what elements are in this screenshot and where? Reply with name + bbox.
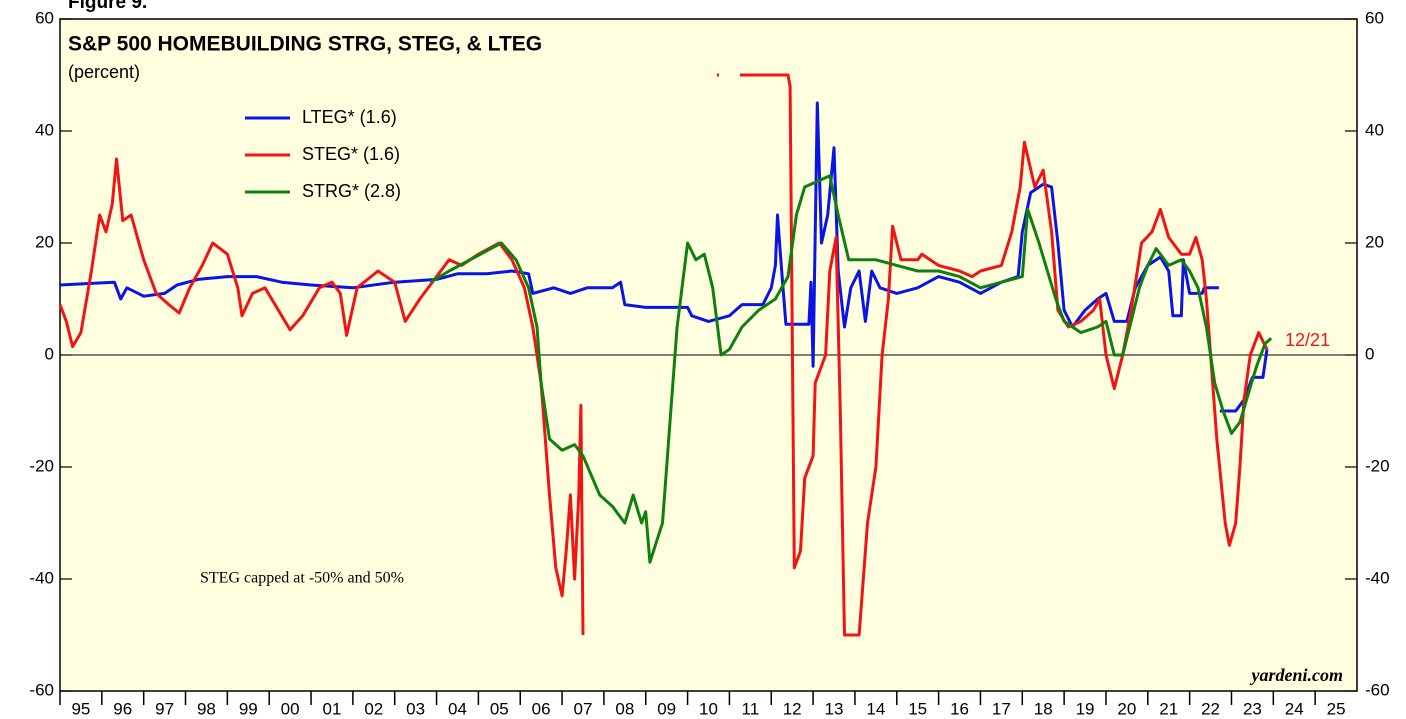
x-tick-label: 19: [1076, 699, 1095, 718]
x-tick-label: 10: [699, 699, 718, 718]
x-tick-label: 06: [532, 699, 551, 718]
legend-label: LTEG* (1.6): [302, 107, 397, 127]
x-tick-label: 99: [239, 699, 258, 718]
y-tick-label: -20: [29, 456, 54, 475]
y-tick-label: 60: [35, 8, 54, 27]
y-tick-label: 0: [45, 344, 54, 363]
x-tick-label: 18: [1034, 699, 1053, 718]
y2-tick-label: 60: [1365, 8, 1384, 27]
y2-tick-label: 20: [1365, 232, 1384, 251]
legend-label: STRG* (2.8): [302, 181, 401, 201]
source: yardeni.com: [1250, 665, 1344, 685]
x-tick-label: 95: [71, 699, 90, 718]
annotation: STEG capped at -50% and 50%: [200, 570, 404, 587]
x-tick-label: 09: [657, 699, 676, 718]
x-tick-label: 13: [825, 699, 844, 718]
x-tick-label: 24: [1285, 699, 1304, 718]
series-line: [429, 174, 1273, 564]
x-tick-label: 04: [448, 699, 467, 718]
y-tick-label: 40: [35, 120, 54, 139]
x-tick-label: 00: [281, 699, 300, 718]
date-label: 12/21: [1285, 330, 1330, 350]
chart-title: S&P 500 HOMEBUILDING STRG, STEG, & LTEG: [68, 33, 542, 56]
x-tick-label: 05: [490, 699, 509, 718]
y2-tick-label: -60: [1365, 680, 1390, 699]
legend-label: STEG* (1.6): [302, 144, 400, 164]
x-tick-label: 02: [364, 699, 383, 718]
x-tick-label: 96: [113, 699, 132, 718]
x-tick-label: 23: [1243, 699, 1262, 718]
x-tick-label: 11: [742, 699, 760, 718]
x-tick-label: 12: [783, 699, 802, 718]
x-tick-label: 22: [1201, 699, 1220, 718]
x-tick-label: 14: [866, 699, 885, 718]
y-tick-label: 20: [35, 232, 54, 251]
x-tick-label: 03: [406, 699, 425, 718]
series-line: [58, 73, 1269, 637]
x-tick-label: 08: [615, 699, 634, 718]
figure-label: Figure 9.: [68, 0, 147, 13]
y2-tick-label: -20: [1365, 456, 1390, 475]
x-tick-label: 15: [908, 699, 927, 718]
y2-tick-label: 40: [1365, 120, 1384, 139]
x-tick-label: 97: [155, 699, 174, 718]
y-tick-label: -60: [29, 680, 54, 699]
x-tick-label: 01: [322, 699, 341, 718]
y2-tick-label: -40: [1365, 568, 1390, 587]
series-line: [59, 101, 1269, 413]
y-tick-label: -40: [29, 568, 54, 587]
x-tick-label: 07: [574, 699, 593, 718]
x-tick-label: 17: [992, 699, 1011, 718]
chart-subtitle: (percent): [68, 62, 140, 82]
y2-tick-label: 0: [1365, 344, 1374, 363]
x-tick-label: 20: [1117, 699, 1136, 718]
x-tick-label: 16: [950, 699, 969, 718]
x-tick-label: 25: [1327, 699, 1346, 718]
x-tick-label: 21: [1159, 699, 1178, 718]
x-tick-label: 98: [197, 699, 216, 718]
